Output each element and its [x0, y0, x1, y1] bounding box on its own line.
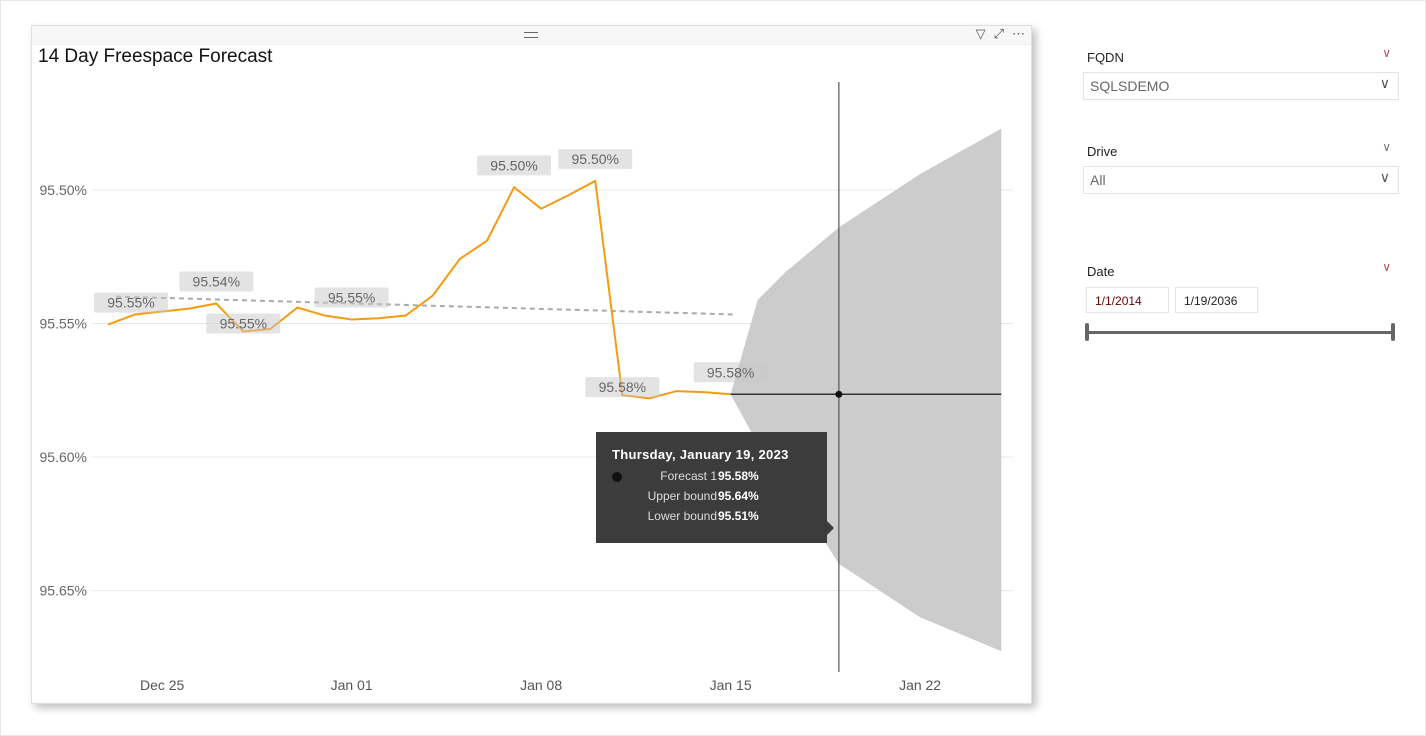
date-range-track[interactable] [1086, 331, 1394, 334]
drive-value: All [1090, 172, 1106, 188]
forecast-confidence-band [730, 128, 1002, 652]
data-label-background [94, 292, 168, 313]
tooltip-pointer [827, 521, 834, 535]
tooltip-label: Upper bound [647, 489, 717, 503]
more-options-icon[interactable]: ⋯ [1012, 26, 1025, 41]
x-tick-label: Dec 25 [140, 677, 185, 693]
data-label: 95.55% [107, 295, 154, 311]
tooltip-row: Forecast 1 95.58% [596, 469, 827, 489]
chevron-down-icon[interactable]: ∨ [1382, 140, 1391, 154]
fqdn-label: FQDN [1087, 50, 1124, 65]
date-range-end-handle[interactable] [1391, 323, 1395, 341]
drag-grip-icon[interactable] [524, 32, 538, 38]
data-label: 95.54% [193, 274, 240, 290]
date-label: Date [1087, 264, 1115, 279]
end-date-input[interactable]: 1/19/2036 [1175, 287, 1258, 313]
data-label: 95.50% [490, 157, 537, 173]
visual-header: ▽ ⤢ ⋯ [32, 26, 1031, 45]
drive-dropdown[interactable]: All ∨ [1083, 166, 1399, 194]
data-label: 95.50% [572, 151, 619, 167]
x-tick-label: Jan 08 [520, 677, 562, 693]
y-tick-label: 95.50% [40, 182, 87, 198]
tooltip: Thursday, January 19, 2023 Forecast 1 95.… [596, 432, 827, 543]
focus-mode-icon[interactable]: ⤢ [993, 26, 1004, 41]
chevron-down-icon[interactable]: ∨ [1382, 46, 1391, 60]
y-tick-label: 95.55% [40, 316, 87, 332]
fqdn-value: SQLSDEMO [1090, 78, 1170, 94]
data-label-background [693, 362, 768, 383]
data-label: 95.55% [220, 316, 267, 332]
chevron-down-icon: ∨ [1379, 169, 1390, 185]
filter-icon[interactable]: ▽ [975, 26, 986, 41]
drive-label: Drive [1087, 144, 1118, 159]
tooltip-value: 95.51% [718, 509, 759, 523]
data-label-background [206, 313, 281, 334]
data-label: 95.58% [707, 364, 754, 380]
x-tick-label: Jan 01 [331, 677, 373, 693]
chevron-down-icon: ∨ [1379, 75, 1390, 91]
x-tick-label: Jan 15 [710, 677, 752, 693]
data-label: 95.58% [599, 379, 646, 395]
tooltip-label: Lower bound [647, 509, 717, 523]
y-tick-label: 95.60% [40, 449, 87, 465]
tooltip-label: Forecast 1 [660, 469, 717, 483]
tooltip-row: Lower bound 95.51% [596, 509, 827, 529]
tooltip-row: Upper bound 95.64% [596, 489, 827, 509]
chevron-down-icon[interactable]: ∨ [1382, 260, 1391, 274]
data-label-background [179, 271, 254, 292]
fqdn-dropdown[interactable]: SQLSDEMO ∨ [1083, 72, 1399, 100]
trend-line [115, 295, 733, 316]
date-range-start-handle[interactable] [1085, 323, 1089, 341]
legend-dot-icon [612, 472, 622, 482]
chart-title: 14 Day Freespace Forecast [38, 46, 273, 67]
data-label-background [314, 287, 389, 308]
data-label: 95.55% [328, 290, 375, 306]
data-label-background [477, 155, 552, 176]
data-label-background [558, 148, 633, 169]
forecast-point [835, 390, 843, 398]
tooltip-value: 95.64% [718, 489, 759, 503]
start-date-input[interactable]: 1/1/2014 [1086, 287, 1169, 313]
y-tick-label: 95.65% [40, 583, 87, 599]
tooltip-value: 95.58% [718, 469, 759, 483]
x-tick-label: Jan 22 [899, 677, 941, 693]
data-label-background [585, 377, 660, 398]
tooltip-title: Thursday, January 19, 2023 [612, 447, 789, 462]
